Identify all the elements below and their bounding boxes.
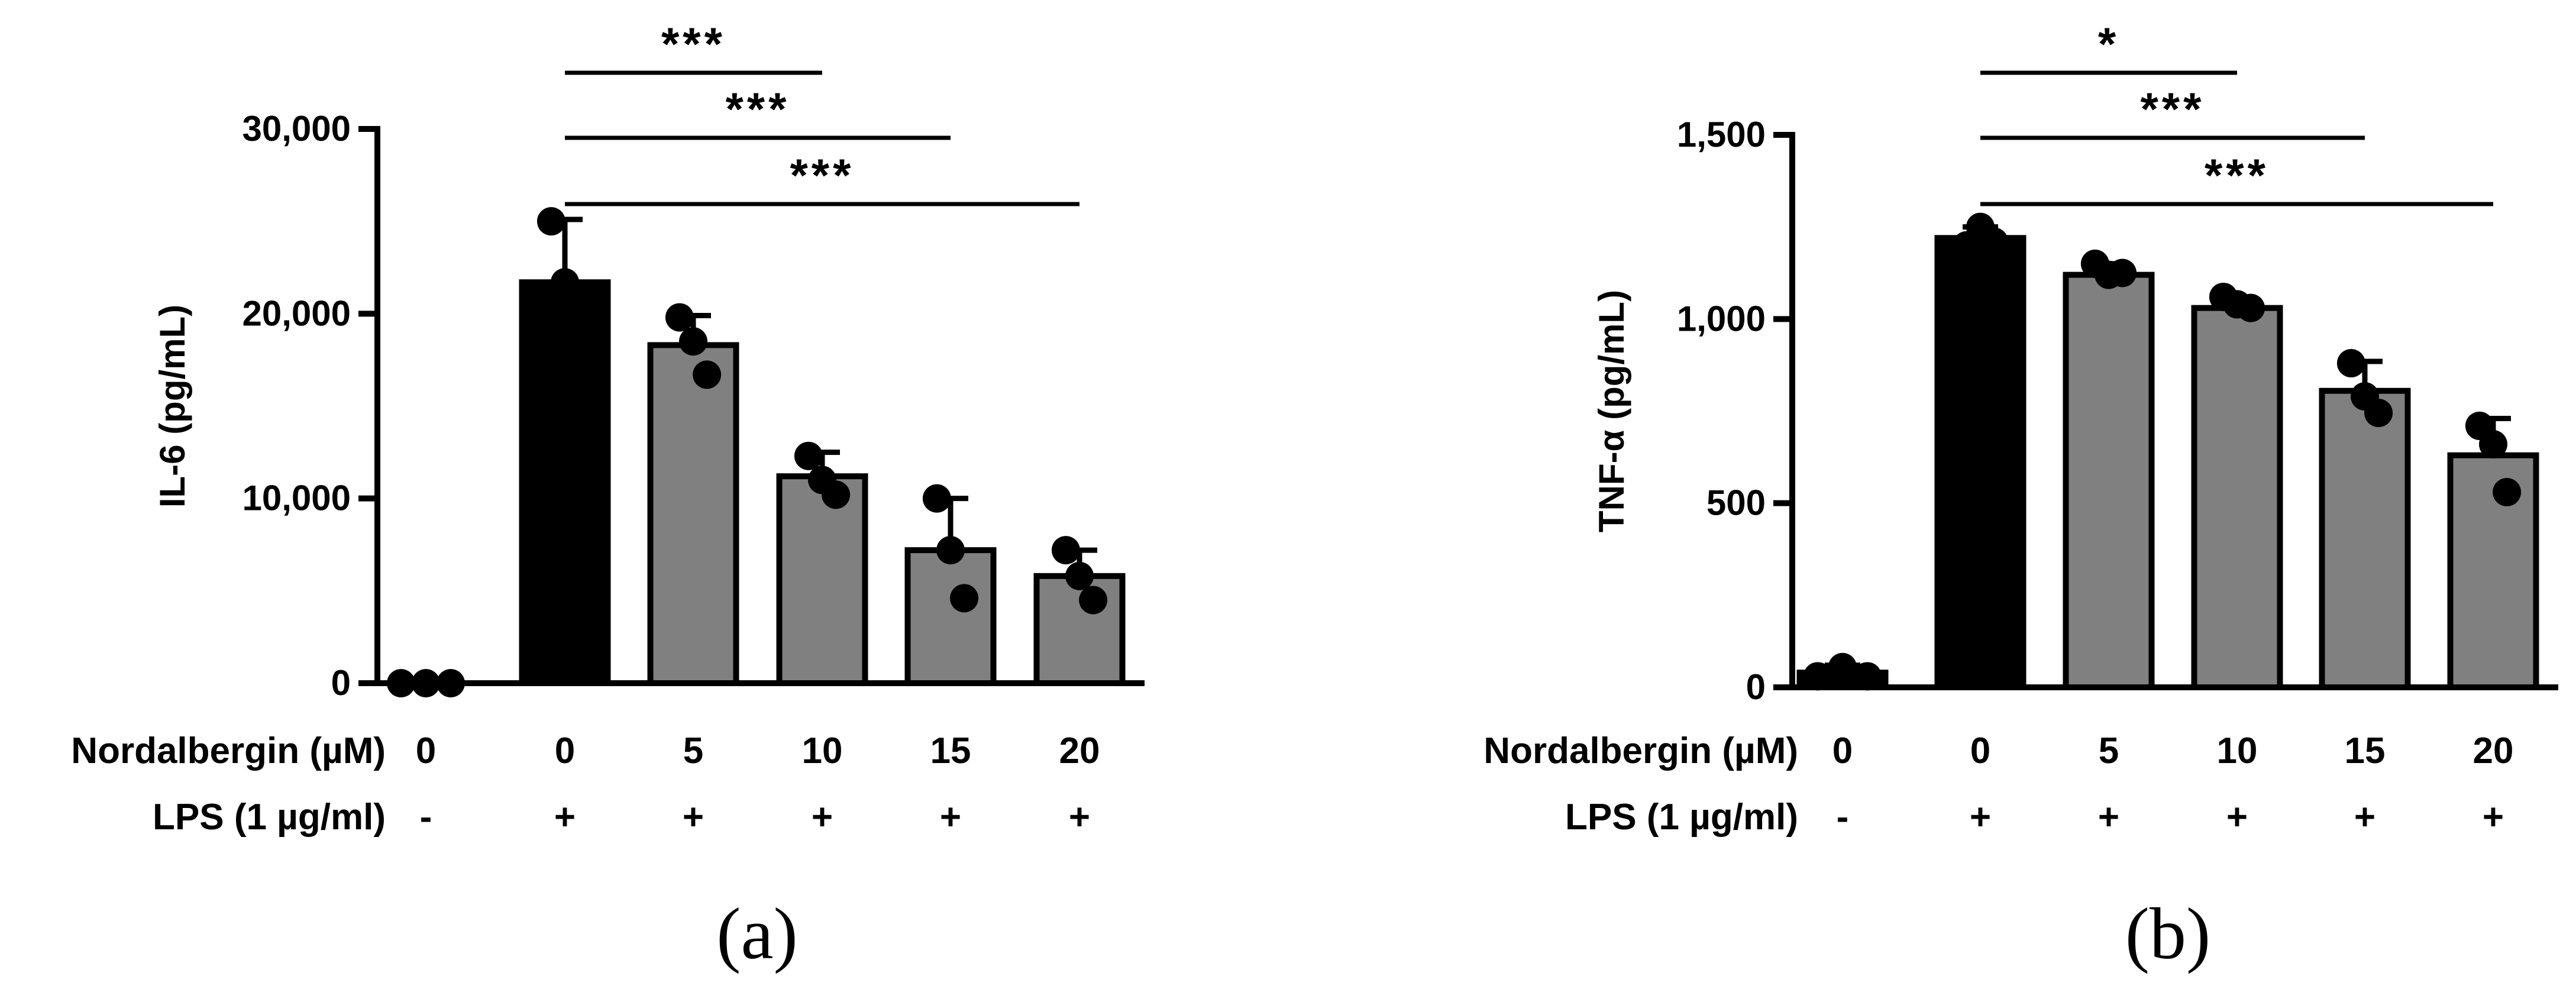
nordalbergin-value: 15 (2345, 731, 2386, 771)
lps-value: + (1069, 797, 1090, 838)
nordalbergin-value: 5 (2099, 731, 2119, 771)
bar (647, 342, 739, 686)
lps-value: - (1837, 797, 1849, 838)
data-point (2236, 293, 2265, 322)
row-label-nordalbergin: Nordalbergin (µM) (1483, 731, 1798, 771)
nordalbergin-value: 15 (930, 731, 971, 771)
data-point (1803, 662, 1832, 691)
data-point (936, 536, 965, 565)
row-label-nordalbergin: Nordalbergin (µM) (71, 731, 386, 771)
y-tick-label: 10,000 (242, 479, 351, 518)
bar (2191, 305, 2283, 690)
y-tick-label: 500 (1706, 483, 1766, 523)
nordalbergin-value: 0 (555, 731, 575, 771)
y-tick-label: 20,000 (242, 293, 351, 333)
data-point (2364, 399, 2393, 428)
lps-value: - (420, 797, 432, 838)
y-tick-label: 30,000 (242, 109, 351, 148)
y-tick-label: 1,500 (1677, 115, 1766, 154)
bar (776, 473, 868, 686)
data-point (1828, 652, 1857, 681)
significance-label: *** (725, 83, 790, 135)
lps-value: + (940, 797, 961, 838)
lps-value: + (554, 797, 576, 838)
data-point (665, 303, 694, 332)
panel-label: (b) (2125, 893, 2211, 974)
data-point (822, 480, 851, 509)
y-tick-label: 1,000 (1677, 299, 1766, 338)
data-point (1051, 536, 1080, 565)
data-point (2493, 477, 2522, 506)
significance-label: *** (661, 18, 726, 70)
y-tick-label: 0 (331, 663, 351, 703)
data-point (794, 441, 823, 470)
nordalbergin-value: 10 (802, 731, 843, 771)
lps-value: + (2226, 797, 2248, 838)
bar (2319, 387, 2411, 691)
row-label-lps: LPS (1 µg/ml) (1565, 797, 1798, 838)
significance-label: *** (790, 149, 854, 201)
nordalbergin-value: 5 (683, 731, 703, 771)
significance-label: * (2098, 18, 2119, 70)
lps-value: + (2354, 797, 2375, 838)
lps-value: + (2483, 797, 2504, 838)
data-point (2336, 349, 2365, 378)
data-point (1065, 561, 1094, 590)
data-point (693, 360, 722, 389)
data-point (679, 327, 707, 356)
y-tick-label: 0 (1746, 667, 1766, 707)
bar (1033, 573, 1126, 687)
data-point (922, 484, 951, 513)
significance-label: *** (2205, 149, 2269, 201)
data-point (1980, 227, 2009, 256)
y-axis-title: TNF-α (pg/mL) (1592, 290, 1631, 532)
significance-label: *** (2140, 83, 2205, 135)
lps-value: + (812, 797, 833, 838)
lps-value: + (2098, 797, 2119, 838)
data-point (1079, 586, 1108, 615)
nordalbergin-value: 0 (416, 731, 436, 771)
bar (904, 547, 997, 686)
data-point (551, 268, 579, 297)
nordalbergin-value: 20 (2473, 731, 2514, 771)
data-point (950, 584, 979, 613)
lps-value: + (683, 797, 704, 838)
nordalbergin-value: 20 (1059, 731, 1100, 771)
y-axis-title: IL-6 (pg/mL) (153, 305, 192, 508)
data-point (564, 327, 593, 356)
panel-label: (a) (716, 893, 798, 974)
bar (1934, 235, 2026, 690)
nordalbergin-value: 0 (1970, 731, 1990, 771)
data-point (1853, 662, 1882, 691)
bar (2063, 272, 2155, 690)
data-point (2479, 430, 2507, 459)
data-point (2108, 258, 2137, 287)
panel-a: 0 10,000 20,000 30,000 IL-6 (pg/mL) Nordalber… (71, 18, 1145, 974)
lps-value: + (1970, 797, 1991, 838)
nordalbergin-value: 10 (2217, 731, 2258, 771)
row-label-lps: LPS (1 µg/ml) (153, 797, 386, 838)
nordalbergin-value: 0 (1832, 731, 1853, 771)
data-point (536, 207, 565, 236)
